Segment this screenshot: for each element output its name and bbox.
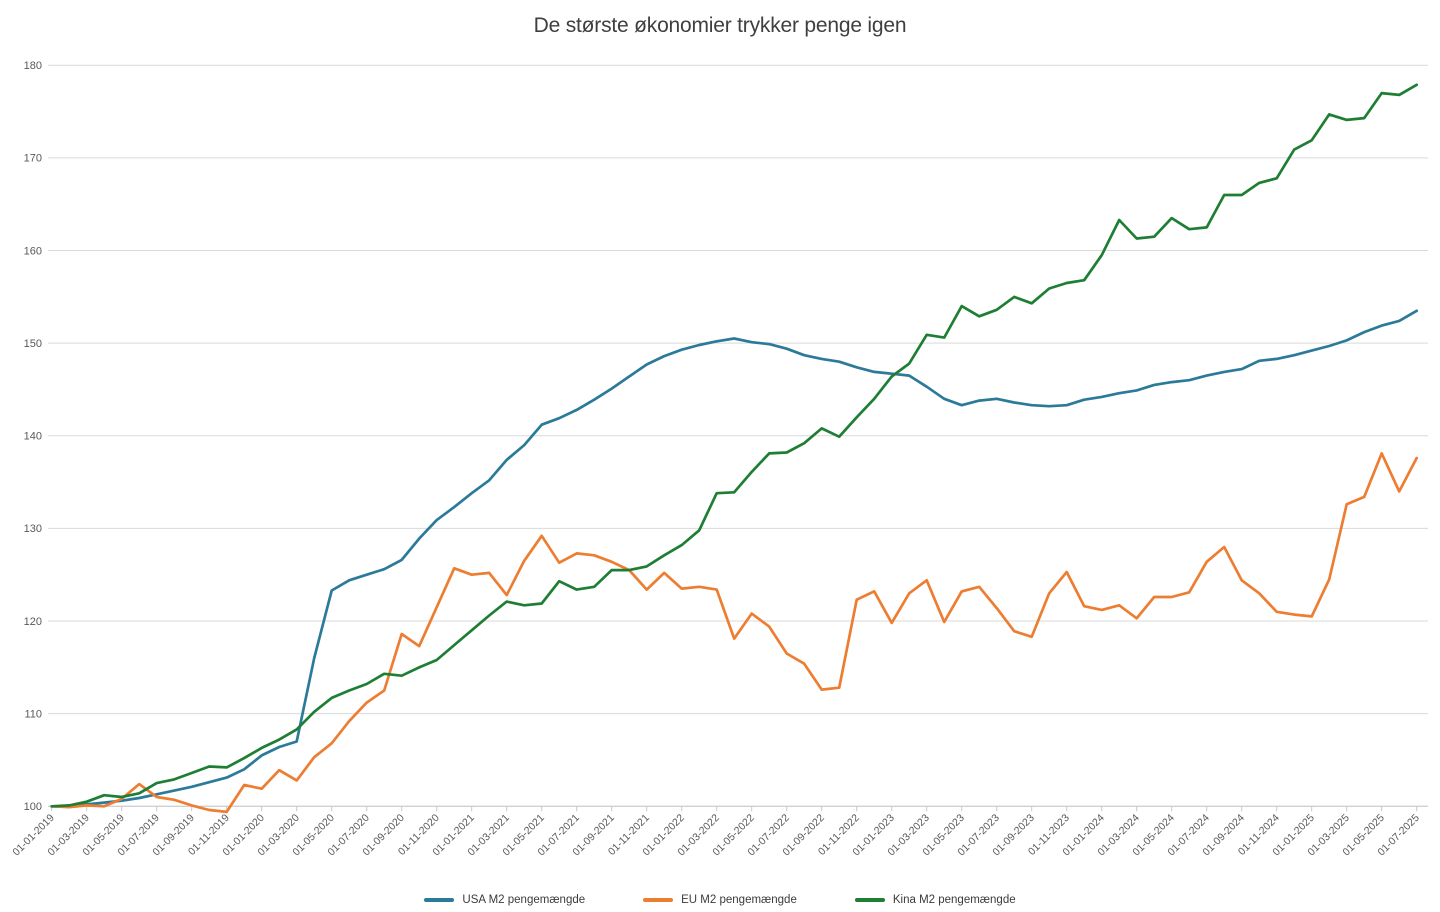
series-line-eu: [50, 452, 1419, 814]
y-axis-labels: 100 110 120 130 140 150 160 170 180: [24, 60, 42, 813]
legend-item-eu: EU M2 pengemængde: [643, 894, 797, 906]
y-tick-label: 180: [24, 60, 42, 72]
y-tick-label: 140: [24, 431, 42, 443]
y-tick-label: 120: [24, 616, 42, 628]
y-tick-label: 150: [24, 338, 42, 350]
legend: USA M2 pengemængde EU M2 pengemængde Kin…: [0, 894, 1440, 906]
y-tick-label: 130: [24, 523, 42, 535]
line-chart: 100 110 120 130 140 150 160 170 180 01-01-201901-…: [10, 60, 1428, 858]
legend-label-usa: USA M2 pengemængde: [462, 894, 586, 906]
legend-item-kina: Kina M2 pengemængde: [854, 894, 1016, 906]
kina-line-swatch: [854, 898, 885, 902]
legend-label-eu: EU M2 pengemængde: [681, 894, 797, 906]
plot-area: 100 110 120 130 140 150 160 170 180 01-01-2019 01-…: [10, 60, 1428, 858]
gridlines: [48, 64, 1428, 807]
y-tick-label: 170: [24, 153, 42, 165]
series-line-usa: [50, 309, 1419, 808]
x-axis: 01-01-201901-03-201901-05-201901-07-2019…: [10, 805, 1428, 858]
legend-item-usa: USA M2 pengemængde: [424, 894, 585, 906]
y-tick-label: 110: [24, 708, 42, 720]
y-tick-label: 100: [24, 801, 42, 813]
series-line-kina: [50, 83, 1419, 808]
chart-title: De største økonomier trykker penge igen: [533, 14, 907, 37]
y-tick-label: 160: [24, 245, 42, 257]
usa-line-swatch: [424, 898, 455, 902]
eu-line-swatch: [643, 898, 674, 902]
legend-label-kina: Kina M2 pengemængde: [892, 894, 1016, 906]
